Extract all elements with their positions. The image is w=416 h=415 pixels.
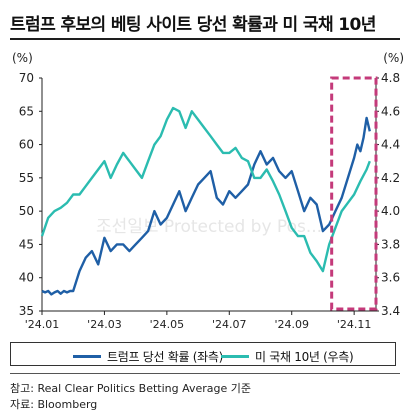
highlight-box xyxy=(330,76,378,311)
legend-label-treasury: 미 국채 10년 (우측) xyxy=(255,350,354,364)
legend-swatch-treasury xyxy=(221,355,249,358)
right-tick-label: 4.8 xyxy=(381,71,400,85)
left-tick-label: 70 xyxy=(19,71,34,85)
source-reference: 참고: Real Clear Politics Betting Average … xyxy=(10,382,251,395)
highlight-rect xyxy=(330,76,378,311)
right-tick-label: 4.6 xyxy=(381,104,400,118)
source-divider xyxy=(10,373,400,374)
x-tick-label: '24.03 xyxy=(87,318,122,331)
left-axis-unit: (%) xyxy=(12,51,33,65)
chart-title: 트럼프 후보의 베팅 사이트 당선 확률과 미 국채 10년 xyxy=(10,15,376,35)
left-tick-label: 35 xyxy=(19,304,34,318)
series-lines xyxy=(40,106,371,296)
right-axis-unit: (%) xyxy=(383,51,404,65)
x-tick-label: '24.09 xyxy=(274,318,309,331)
source-origin: 자료: Bloomberg xyxy=(10,398,98,411)
watermark: 조선일보 Protected by Pos... xyxy=(96,217,322,237)
right-tick-label: 4.0 xyxy=(381,204,400,218)
axes: (%) (%) 35 40 45 50 55 60 65 70 3.4 3.6 3.8 4.0 4.2 4.4… xyxy=(12,51,404,331)
legend: 트럼프 당선 확률 (좌측) 미 국채 10년 (우측) xyxy=(10,342,396,366)
treasury-10y-line xyxy=(40,106,371,273)
trump-probability-line xyxy=(41,116,371,296)
legend-swatch-trump xyxy=(73,355,101,358)
right-tick-label: 4.4 xyxy=(381,138,400,152)
right-tick-label: 4.2 xyxy=(381,171,400,185)
left-tick-label: 55 xyxy=(19,171,34,185)
x-tick-label: '24.07 xyxy=(212,318,247,331)
legend-item-treasury: 미 국채 10년 (우측) xyxy=(221,348,354,365)
right-tick-label: 3.8 xyxy=(381,237,400,251)
dual-axis-line-chart: 조선일보 Protected by Pos... (%) (%) 35 40 45 50 5… xyxy=(12,51,404,331)
left-tick-label: 60 xyxy=(19,138,34,152)
right-tick-label: 3.4 xyxy=(381,304,400,318)
x-tick-label: '24.11 xyxy=(337,318,372,331)
legend-label-trump: 트럼프 당선 확률 (좌측) xyxy=(107,350,223,364)
left-tick-label: 45 xyxy=(19,237,34,251)
watermark-text: 조선일보 Protected by Pos... xyxy=(96,217,322,237)
right-tick-label: 3.6 xyxy=(381,271,400,285)
left-tick-label: 65 xyxy=(19,104,34,118)
left-tick-label: 40 xyxy=(19,271,34,285)
legend-item-trump: 트럼프 당선 확률 (좌측) xyxy=(73,348,223,365)
x-tick-label: '24.01 xyxy=(25,318,60,331)
title-divider xyxy=(10,38,400,40)
x-tick-label: '24.05 xyxy=(150,318,185,331)
left-tick-label: 50 xyxy=(19,204,34,218)
